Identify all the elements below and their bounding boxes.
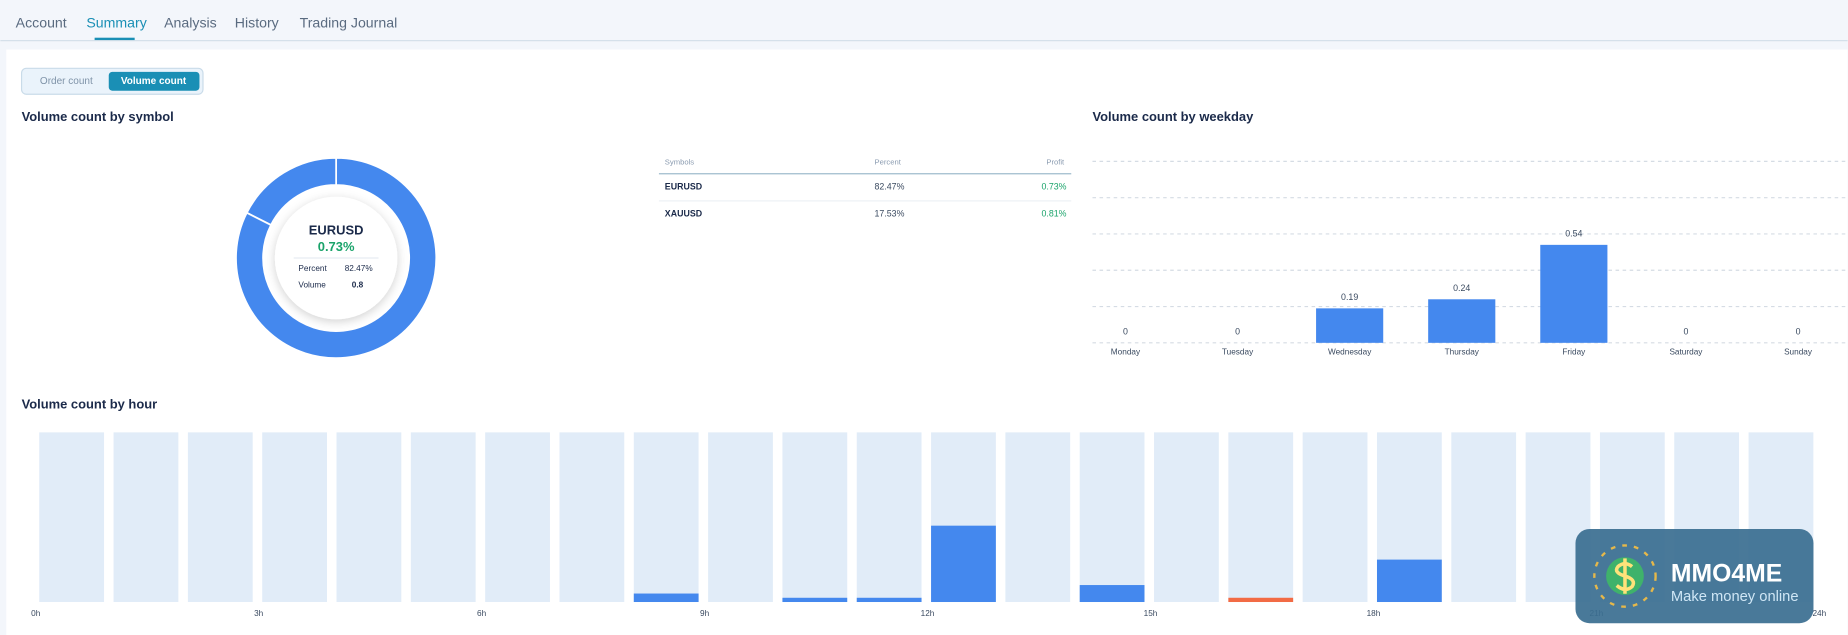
x-tick-label: 3h <box>254 609 264 618</box>
bar <box>1376 559 1442 603</box>
table-header: Profit <box>1046 158 1065 167</box>
tab-bar: Account Summary Analysis History Trading Jou… <box>16 14 398 30</box>
table-symbol: XAUUSD <box>665 209 702 219</box>
bar-background <box>633 432 699 603</box>
toggle-option[interactable]: Order count <box>40 76 93 87</box>
bar-background <box>410 432 476 603</box>
bar-background <box>113 432 179 603</box>
value-label: 0.24 <box>1453 283 1470 293</box>
table-header: Symbols <box>665 158 694 167</box>
watermark-box <box>1575 528 1814 624</box>
watermark-subtitle: Make money online <box>1671 589 1799 605</box>
center-symbol: EURUSD <box>309 222 364 237</box>
center-label: Percent <box>298 264 327 273</box>
bar <box>633 593 699 603</box>
x-tick-label: Sunday <box>1784 347 1813 356</box>
table-profit: 0.81% <box>1042 209 1067 219</box>
x-tick-label: Saturday <box>1669 347 1703 356</box>
toggle-active <box>108 71 200 91</box>
toggle-option[interactable]: Volume count <box>121 76 187 87</box>
bar-background <box>559 432 625 603</box>
value-label: 0.54 <box>1565 229 1582 239</box>
x-tick-label: 0h <box>31 609 41 618</box>
value-label: 0 <box>1235 327 1240 337</box>
bar-background <box>708 432 773 603</box>
section-title: Volume count by symbol <box>22 109 174 124</box>
watermark-title: MMO4ME <box>1671 560 1782 587</box>
value-label: 0 <box>1796 327 1801 337</box>
table-percent: 17.53% <box>875 209 905 219</box>
bar-background <box>1302 432 1368 603</box>
bar <box>1228 597 1294 603</box>
x-tick-label: Friday <box>1562 347 1586 356</box>
center-value: 82.47% <box>345 264 374 273</box>
tab[interactable]: History <box>235 14 280 30</box>
value-label: 0.19 <box>1341 292 1358 302</box>
bar <box>1079 585 1145 603</box>
x-tick-label: Wednesday <box>1328 347 1372 356</box>
watermark-ring <box>1593 544 1657 608</box>
bar <box>1428 299 1496 343</box>
active-tab-underline <box>94 37 135 41</box>
bar-background <box>485 432 550 603</box>
bar <box>856 597 922 603</box>
x-tick-label: Tuesday <box>1222 347 1254 356</box>
bar-background <box>856 432 922 603</box>
bar-background <box>782 432 848 603</box>
bar <box>1316 308 1384 343</box>
x-tick-label: 6h <box>477 609 487 618</box>
weekday-chart: 0 Monday 0 Tuesday 0.19 Wednesday 0.24 Thursday… <box>1092 160 1848 356</box>
tab[interactable]: Summary <box>86 14 147 30</box>
donut-slice <box>245 156 338 227</box>
watermark: MMO4ME Make money online <box>1575 528 1814 624</box>
watermark-dollar <box>1614 558 1636 594</box>
bar-background <box>262 432 327 603</box>
table: EURUSD 82.47% 0.73% XAUUSD 17.53% 0.81% <box>658 182 1072 219</box>
x-tick-label: 15h <box>1144 609 1158 618</box>
x-tick-label: 18h <box>1367 609 1381 618</box>
bar-background <box>1005 432 1071 603</box>
tab[interactable]: Analysis <box>164 14 217 30</box>
bar-background <box>187 432 253 603</box>
table-profit: 0.73% <box>1042 182 1067 192</box>
table-header: Percent <box>875 158 902 167</box>
center-label: Volume <box>298 280 326 289</box>
center-profit: 0.73% <box>318 239 355 254</box>
tab[interactable]: Trading Journal <box>300 14 398 30</box>
bar-background <box>1228 432 1294 603</box>
bar-background <box>1451 432 1517 603</box>
x-tick-label: Thursday <box>1445 347 1480 356</box>
x-tick-label: 12h <box>921 609 935 618</box>
tab[interactable]: Account <box>16 14 67 30</box>
donut-slice <box>235 156 438 360</box>
bar-background <box>1079 432 1145 603</box>
bar-background <box>336 432 402 603</box>
value-label: 0 <box>1683 327 1688 337</box>
table-percent: 82.47% <box>875 182 905 192</box>
section-title: Volume count by weekday <box>1092 109 1254 124</box>
x-tick-label: Monday <box>1111 347 1141 356</box>
bar-background <box>39 432 105 603</box>
bar <box>931 525 996 603</box>
section-title: Volume count by hour <box>22 397 158 412</box>
donut <box>235 156 438 360</box>
value-label: 0 <box>1123 327 1128 337</box>
bar-background <box>1154 432 1219 603</box>
x-tick-label: 9h <box>700 609 710 618</box>
table-symbol: EURUSD <box>665 182 702 192</box>
center-value: 0.8 <box>352 280 364 289</box>
bar <box>1540 244 1608 343</box>
x-tick-label: 24h <box>1812 609 1826 618</box>
bar <box>782 597 848 603</box>
